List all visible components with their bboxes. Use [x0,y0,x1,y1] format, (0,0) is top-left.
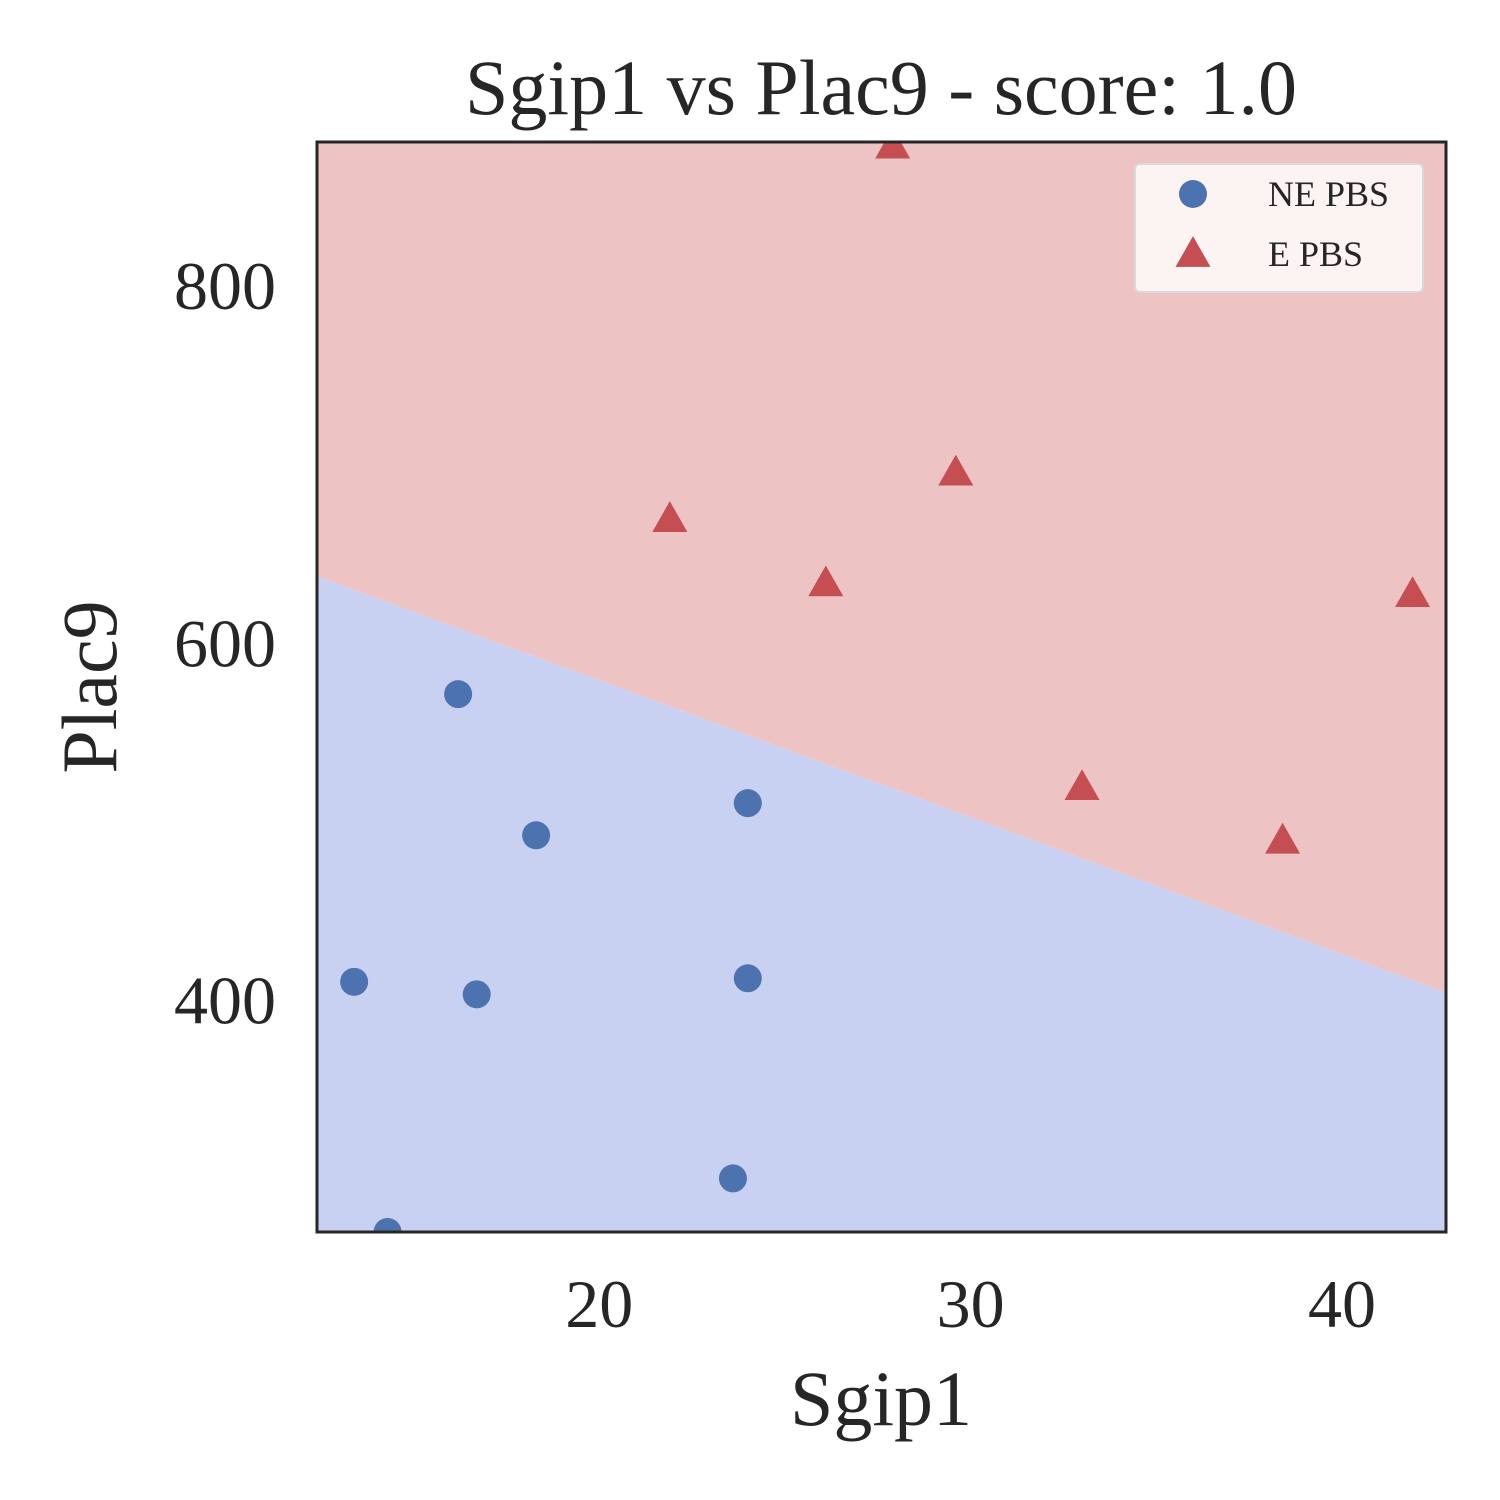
data-points [340,142,1431,1232]
y-tick-label: 800 [174,248,276,324]
e-pbs-point [1395,576,1431,608]
e-pbs-point [1064,769,1100,801]
e-pbs-point [1265,822,1301,854]
ne-pbs-point [733,789,762,818]
y-tick-label: 400 [174,963,276,1039]
legend-ne-pbs-marker [1179,180,1207,208]
x-tick-labels: 20 30 40 [565,1266,1376,1342]
e-pbs-point [875,142,911,159]
legend-label: E PBS [1268,234,1363,274]
ne-pbs-point [718,1164,747,1193]
legend: NE PBS E PBS [1134,163,1424,293]
ne-pbs-point [340,967,369,996]
plot-frame [315,140,1448,1234]
legend-label: NE PBS [1268,174,1389,214]
plot-area [315,140,1448,1234]
ne-pbs-decision-region [317,576,1446,1232]
ne-pbs-point [462,980,491,1009]
chart-title: Sgip1 vs Plac9 - score: 1.0 [465,44,1297,131]
e-pbs-point [652,501,688,532]
ne-pbs-point [373,1218,402,1232]
legend-items: NE PBS E PBS [1175,174,1389,274]
x-tick-label: 20 [565,1266,633,1342]
x-tick-label: 30 [937,1266,1005,1342]
e-pbs-point [808,565,844,597]
ne-pbs-point [522,821,551,850]
x-axis-label: Sgip1 [790,1355,972,1442]
y-tick-label: 600 [174,605,276,681]
legend-box [1134,163,1424,293]
x-tick-label: 40 [1308,1266,1376,1342]
e-pbs-point [938,454,974,486]
ne-pbs-point [733,964,762,993]
ne-pbs-point [444,680,473,709]
e-pbs-decision-region [317,142,1446,993]
y-axis-label: Plac9 [46,600,133,773]
y-tick-labels: 400 600 800 [174,248,276,1039]
legend-e-pbs-marker [1175,236,1211,267]
